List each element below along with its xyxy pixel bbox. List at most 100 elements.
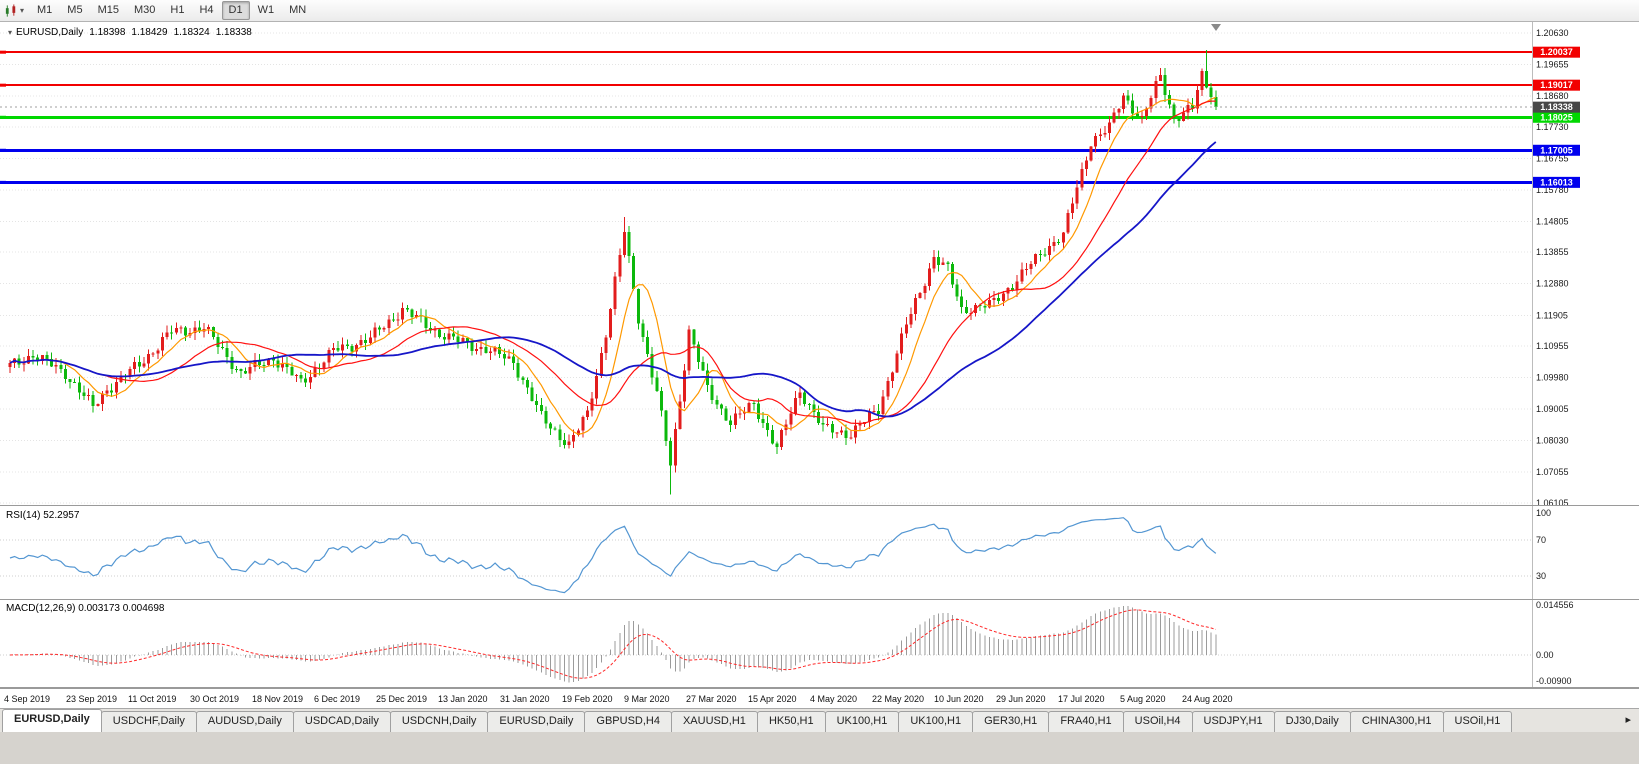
date-label: 4 Sep 2019 — [4, 694, 51, 704]
date-label: 15 Apr 2020 — [748, 694, 797, 704]
price-axis-label: 1.09980 — [1536, 373, 1569, 383]
tab-eurusd-daily[interactable]: EURUSD,Daily — [2, 709, 102, 732]
date-label: 29 Jun 2020 — [996, 694, 1046, 704]
date-label: 11 Oct 2019 — [128, 694, 177, 704]
current-price-tag — [1533, 101, 1580, 113]
chart-canvas: 1.20630 1.19655 1.18680 1.17730 1.16755 1.157… — [0, 22, 1639, 688]
tab-dj30-daily[interactable]: DJ30,Daily — [1273, 711, 1351, 732]
tab-hk50-h1[interactable]: HK50,H1 — [756, 711, 826, 732]
price-axis-label: 1.17730 — [1536, 122, 1569, 132]
tab-audusd-daily[interactable]: AUDUSD,Daily — [195, 711, 294, 732]
price-axis-label: 1.10955 — [1536, 341, 1569, 351]
rsi-axis-label: 70 — [1536, 535, 1546, 545]
tab-scroll-right-button[interactable]: ▸ — [1625, 714, 1631, 726]
ohlc-open: 1.18398 — [89, 27, 126, 38]
tab-usoil-h4[interactable]: USOil,H4 — [1122, 711, 1193, 732]
tab-usdcnh-daily[interactable]: USDCNH,Daily — [389, 711, 489, 732]
tab-usdchf-daily[interactable]: USDCHF,Daily — [100, 711, 197, 732]
timeframe-button-w1[interactable]: W1 — [257, 4, 275, 16]
date-label: 18 Nov 2019 — [252, 694, 304, 704]
chevron-down-icon: ▾ — [19, 6, 24, 15]
price-axis[interactable] — [1532, 22, 1639, 688]
svg-text:1.19017: 1.19017 — [1540, 80, 1573, 90]
svg-text:1.16013: 1.16013 — [1540, 177, 1573, 187]
timeframe-toolbar: ▾ M1 M5 M15 M30 H1 H4 D1 W1 MN — [0, 0, 1639, 22]
price-axis-label: 1.12880 — [1536, 279, 1569, 289]
macd-axis-label: 0.014556 — [1536, 600, 1574, 610]
ma-slow-line — [9, 141, 1217, 418]
date-label: 17 Jul 2020 — [1058, 694, 1105, 704]
date-label: 4 May 2020 — [810, 694, 858, 704]
price-axis-label: 1.18680 — [1536, 91, 1569, 101]
macd-signal-line — [9, 609, 1216, 679]
symbol-dropdown-icon[interactable]: ▾ — [8, 28, 13, 37]
timeframe-button-m30[interactable]: M30 — [133, 4, 156, 16]
tab-fra40-h1[interactable]: FRA40,H1 — [1048, 711, 1124, 732]
chart-shift-marker[interactable] — [1211, 24, 1221, 31]
ohlc-low: 1.18324 — [173, 27, 210, 38]
rsi-axis-label: 100 — [1536, 508, 1551, 518]
tab-eurusd-daily[interactable]: EURUSD,Daily — [487, 711, 586, 732]
date-label: 19 Feb 2020 — [562, 694, 613, 704]
macd-axis-label: 0.00 — [1536, 650, 1554, 660]
tab-xauusd-h1[interactable]: XAUUSD,H1 — [670, 711, 758, 732]
svg-text:1.20037: 1.20037 — [1540, 47, 1573, 57]
date-label: 31 Jan 2020 — [500, 694, 550, 704]
date-label: 23 Sep 2019 — [66, 694, 118, 704]
tab-gbpusd-h4[interactable]: GBPUSD,H4 — [584, 711, 672, 732]
timeframe-button-m5[interactable]: M5 — [67, 4, 83, 16]
timeframe-button-h4[interactable]: H4 — [199, 4, 214, 16]
timeframe-button-m1[interactable]: M1 — [37, 4, 53, 16]
svg-text:1.18338: 1.18338 — [1540, 102, 1573, 112]
price-axis-label: 1.06105 — [1536, 498, 1569, 508]
level-price-tag — [1533, 79, 1580, 91]
tab-usdcad-daily[interactable]: USDCAD,Daily — [292, 711, 391, 732]
tab-uk100-h1[interactable]: UK100,H1 — [898, 711, 974, 732]
svg-text:1.17005: 1.17005 — [1540, 145, 1573, 155]
price-axis-label: 1.07055 — [1536, 467, 1569, 477]
tab-usoil-h1[interactable]: USOil,H1 — [1442, 711, 1513, 732]
timeframe-button-mn[interactable]: MN — [289, 4, 307, 16]
tab-usdjpy-h1[interactable]: USDJPY,H1 — [1191, 711, 1275, 732]
candlestick-chart-icon — [5, 3, 16, 17]
chart-area[interactable]: 1.20630 1.19655 1.18680 1.17730 1.16755 1.157… — [0, 22, 1639, 688]
ohlc-close: 1.18338 — [215, 27, 252, 38]
chart-type-icon[interactable]: ▾ — [4, 2, 28, 20]
timeframe-button-m15[interactable]: M15 — [97, 4, 119, 16]
date-label: 30 Oct 2019 — [190, 694, 240, 704]
price-axis-label: 1.15780 — [1536, 185, 1569, 195]
timeframe-buttons: M1 M5 M15 M30 H1 H4 D1 W1 MN — [30, 1, 313, 20]
price-axis-label: 1.19655 — [1536, 60, 1569, 70]
time-axis[interactable]: 4 Sep 2019 23 Sep 2019 11 Oct 2019 30 Oct 2… — [0, 688, 1639, 708]
macd-axis-label: -0.00900 — [1536, 676, 1572, 686]
date-label: 25 Dec 2019 — [376, 694, 428, 704]
rsi-indicator-label: RSI(14) 52.2957 — [6, 510, 80, 521]
symbol-readout: ▾ EURUSD,Daily 1.18398 1.18429 1.18324 1.1833… — [8, 27, 252, 38]
tab-ger30-h1[interactable]: GER30,H1 — [972, 711, 1050, 732]
level-left-marker — [0, 180, 6, 184]
date-label: 6 Dec 2019 — [314, 694, 361, 704]
rsi-line — [9, 517, 1217, 594]
timeframe-button-h1[interactable]: H1 — [170, 4, 185, 16]
level-price-tag — [1533, 111, 1580, 123]
level-left-marker — [0, 148, 6, 152]
tab-uk100-h1[interactable]: UK100,H1 — [824, 711, 900, 732]
chart-tabs-bar: EURUSD,Daily USDCHF,Daily AUDUSD,Daily USDC… — [0, 708, 1639, 732]
tab-china300-h1[interactable]: CHINA300,H1 — [1349, 711, 1444, 732]
level-price-tag — [1533, 176, 1580, 188]
macd-indicator-label: MACD(12,26,9) 0.003173 0.004698 — [6, 603, 165, 614]
ma-fast-line — [9, 96, 1217, 435]
level-left-marker — [0, 115, 6, 119]
timeframe-button-d1[interactable]: D1 — [221, 1, 250, 20]
level-price-tag — [1533, 144, 1580, 156]
rsi-axis-label: 30 — [1536, 571, 1546, 581]
date-label: 24 Aug 2020 — [1182, 694, 1233, 704]
date-label: 27 Mar 2020 — [686, 694, 737, 704]
price-axis-label: 1.16755 — [1536, 153, 1569, 163]
price-axis-label: 1.20630 — [1536, 28, 1569, 38]
date-label: 9 Mar 2020 — [624, 694, 670, 704]
date-label: 5 Aug 2020 — [1120, 694, 1166, 704]
date-label: 13 Jan 2020 — [438, 694, 488, 704]
price-axis-label: 1.09005 — [1536, 404, 1569, 414]
